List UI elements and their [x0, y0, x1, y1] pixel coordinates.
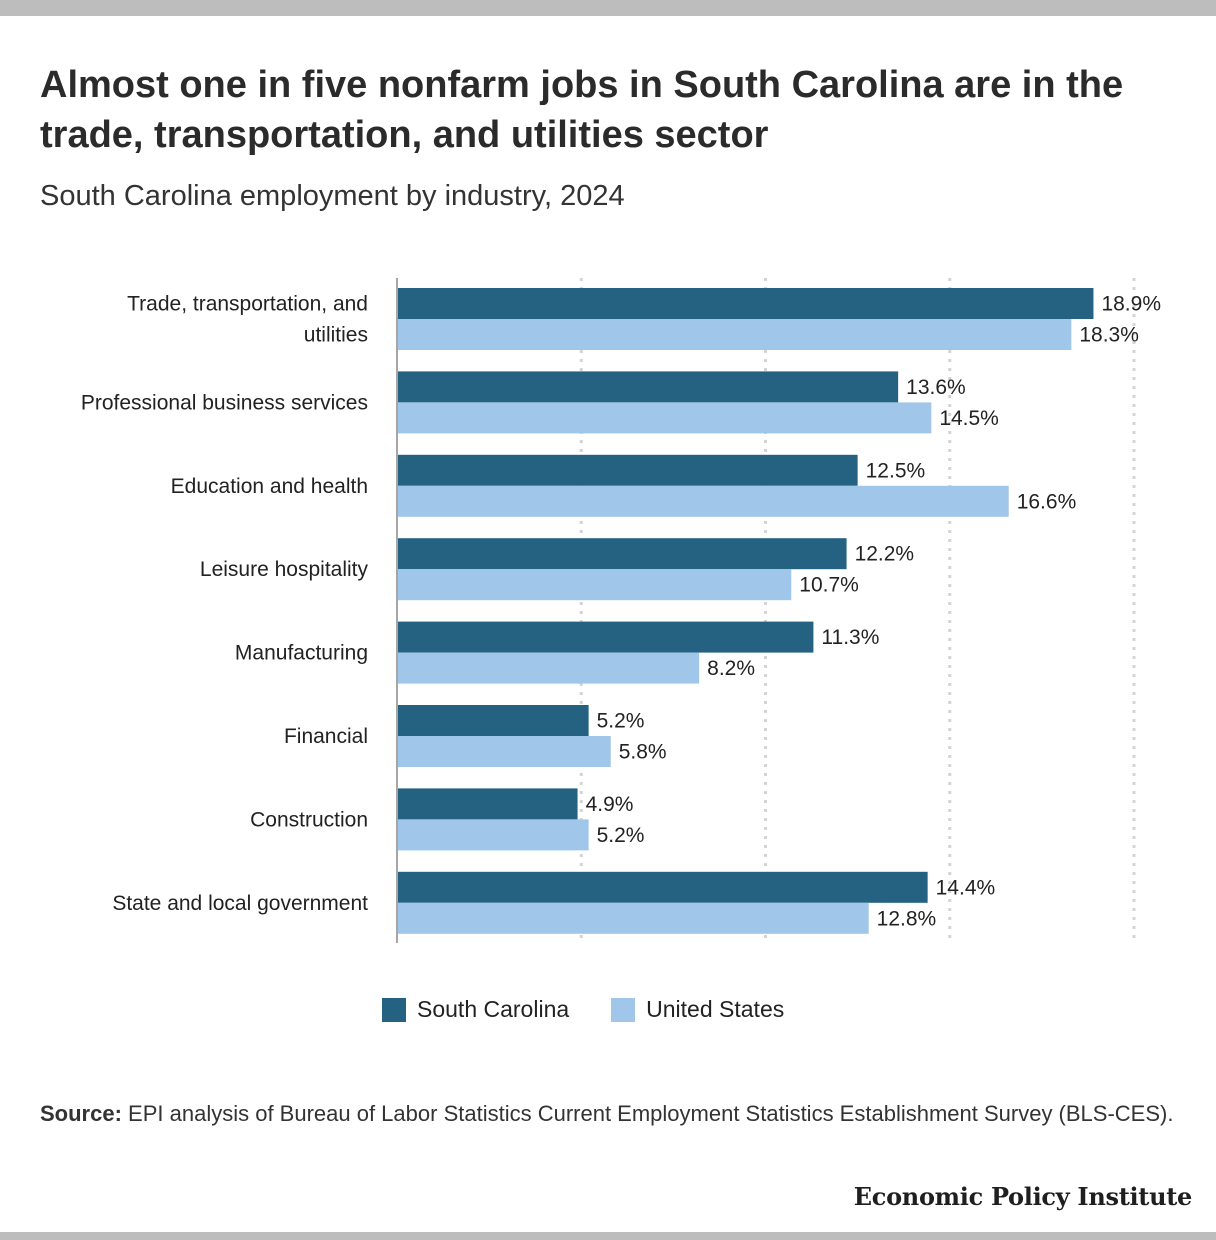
- bar-south-carolina-state-and-local-government: [397, 871, 928, 903]
- chart-title: Almost one in five nonfarm jobs in South…: [40, 64, 1124, 156]
- value-label-south-carolina-professional-business-services: 13.6%: [906, 376, 966, 399]
- value-label-south-carolina-trade-transportation-and-utilities: 18.9%: [1101, 293, 1161, 316]
- value-label-united-states-professional-business-services: 14.5%: [939, 407, 999, 430]
- category-label-trade-transportation-and-utilities-line-1: Trade, transportation, and: [127, 293, 368, 316]
- bar-united-states-state-and-local-government: [397, 902, 869, 934]
- bar-south-carolina-manufacturing: [397, 621, 814, 653]
- category-label-financial: Financial: [284, 725, 368, 748]
- bar-united-states-manufacturing: [397, 652, 700, 684]
- bar-united-states-financial: [397, 736, 611, 767]
- value-label-united-states-construction: 5.2%: [597, 824, 645, 847]
- bar-united-states-construction: [397, 819, 589, 851]
- bar-south-carolina-professional-business-services: [397, 371, 899, 403]
- bar-south-carolina-trade-transportation-and-utilities: [397, 288, 1094, 319]
- bar-united-states-leisure-hospitality: [397, 569, 792, 601]
- bar-united-states-trade-transportation-and-utilities: [397, 319, 1072, 350]
- value-label-south-carolina-construction: 4.9%: [586, 793, 634, 816]
- category-label-leisure-hospitality: Leisure hospitality: [200, 558, 369, 581]
- value-label-south-carolina-financial: 5.2%: [597, 710, 645, 733]
- category-label-state-and-local-government: State and local government: [112, 892, 368, 915]
- category-label-education-and-health: Education and health: [171, 475, 368, 498]
- bar-south-carolina-financial: [397, 705, 589, 736]
- category-label-trade-transportation-and-utilities-line-2: utilities: [304, 324, 368, 347]
- brand-logo: Economic Policy Institute: [853, 1182, 1193, 1211]
- legend: South Carolina United States: [382, 996, 826, 1023]
- bar-united-states-education-and-health: [397, 485, 1009, 517]
- bar-south-carolina-leisure-hospitality: [397, 538, 847, 570]
- legend-swatch-united-states: [611, 997, 636, 1022]
- legend-item-united-states: United States: [611, 996, 784, 1023]
- value-label-south-carolina-state-and-local-government: 14.4%: [936, 876, 996, 899]
- chart-subtitle: South Carolina employment by industry, 2…: [40, 180, 625, 212]
- value-label-south-carolina-leisure-hospitality: 12.2%: [855, 543, 915, 566]
- top-rule: [0, 0, 1216, 16]
- value-label-united-states-education-and-health: 16.6%: [1017, 490, 1077, 513]
- source-text: EPI analysis of Bureau of Labor Statisti…: [128, 1101, 1174, 1126]
- bar-united-states-professional-business-services: [397, 402, 932, 434]
- value-label-united-states-state-and-local-government: 12.8%: [877, 907, 937, 930]
- value-label-south-carolina-manufacturing: 11.3%: [821, 626, 879, 649]
- bar-chart: Trade, transportation, and utilities 18.9%…: [81, 278, 1161, 943]
- value-label-united-states-leisure-hospitality: 10.7%: [799, 574, 859, 597]
- legend-item-south-carolina: South Carolina: [382, 996, 569, 1023]
- source-note: Source: EPI analysis of Bureau of Labor …: [40, 1098, 1190, 1130]
- category-label-manufacturing: Manufacturing: [235, 642, 368, 665]
- bottom-rule: [0, 1232, 1216, 1240]
- bar-south-carolina-education-and-health: [397, 454, 858, 486]
- value-label-south-carolina-education-and-health: 12.5%: [866, 459, 926, 482]
- source-label: Source:: [40, 1101, 122, 1126]
- value-label-united-states-manufacturing: 8.2%: [707, 657, 755, 680]
- category-label-construction: Construction: [250, 808, 368, 831]
- legend-label-united-states: United States: [646, 996, 785, 1022]
- category-label-professional-business-services: Professional business services: [81, 391, 368, 414]
- legend-label-south-carolina: South Carolina: [417, 996, 570, 1022]
- legend-swatch-south-carolina: [382, 997, 406, 1022]
- value-label-united-states-financial: 5.8%: [619, 741, 667, 764]
- labels: Trade, transportation, and utilities 18.9%…: [81, 293, 1161, 931]
- bar-south-carolina-construction: [397, 788, 578, 820]
- bars: [397, 288, 1094, 934]
- value-label-united-states-trade-transportation-and-utilities: 18.3%: [1079, 324, 1139, 347]
